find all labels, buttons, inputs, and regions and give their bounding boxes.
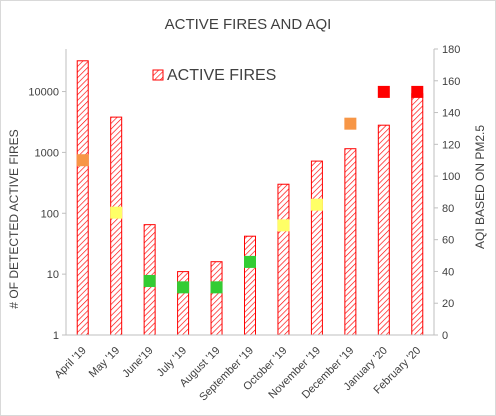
- aqi-marker: [377, 85, 390, 98]
- chart-title: ACTIVE FIRES AND AQI: [165, 16, 332, 33]
- aqi-marker: [143, 274, 156, 287]
- bar-active-fires: [210, 261, 223, 336]
- bar-active-fires: [344, 148, 357, 336]
- x-tick-label: May '19: [87, 345, 122, 380]
- aqi-marker: [244, 255, 256, 268]
- bar-active-fires: [310, 160, 323, 336]
- legend-label-active-fires: ACTIVE FIRES: [167, 67, 276, 84]
- aqi-marker: [344, 117, 357, 130]
- y-tick-label-left: 10: [47, 269, 59, 281]
- legend-swatch: [152, 69, 164, 81]
- y-tick-label-right: 140: [442, 108, 460, 120]
- bar-active-fires: [377, 124, 390, 336]
- aqi-marker: [177, 281, 190, 294]
- bar-active-fires: [110, 116, 123, 336]
- aqi-marker: [76, 154, 89, 167]
- aqi-marker: [277, 219, 290, 232]
- y-tick-label-right: 80: [442, 203, 454, 215]
- y-tick-label-left: 1: [53, 330, 59, 342]
- y-tick-label-right: 160: [442, 76, 460, 88]
- bar-active-fires: [177, 271, 190, 336]
- y-tick-label-right: 40: [442, 266, 454, 278]
- y-tick-label-right: 180: [442, 44, 460, 56]
- y-tick-label-left: 10000: [28, 87, 59, 99]
- y-tick-label-right: 100: [442, 171, 460, 183]
- y-tick-label-right: 0: [442, 330, 448, 342]
- y-axis-title-left: # OF DETECTED ACTIVE FIRES: [7, 129, 21, 308]
- x-tick-label: April '19: [52, 345, 88, 381]
- aqi-marker: [310, 198, 323, 211]
- bar-active-fires: [411, 93, 424, 336]
- y-tick-label-right: 20: [442, 298, 454, 310]
- bar-active-fires: [76, 60, 89, 336]
- aqi-marker: [411, 85, 424, 98]
- plot-area: 1 10 100 1000 10000 0 20 40 60 80 100 120 140 160 180 A…: [28, 44, 460, 403]
- aqi-marker: [110, 206, 123, 219]
- bar-active-fires: [277, 183, 290, 336]
- y-axis-title-right: AQI BASED ON PM2.5: [473, 125, 487, 249]
- y-tick-label-right: 120: [442, 139, 460, 151]
- aqi-marker: [210, 281, 223, 294]
- y-tick-label-left: 100: [41, 208, 59, 220]
- bar-active-fires: [244, 235, 256, 336]
- y-tick-label-right: 60: [442, 235, 454, 247]
- y-tick-label-left: 1000: [35, 147, 59, 159]
- x-tick-label: June'19: [120, 345, 155, 380]
- legend: ACTIVE FIRES: [152, 67, 276, 84]
